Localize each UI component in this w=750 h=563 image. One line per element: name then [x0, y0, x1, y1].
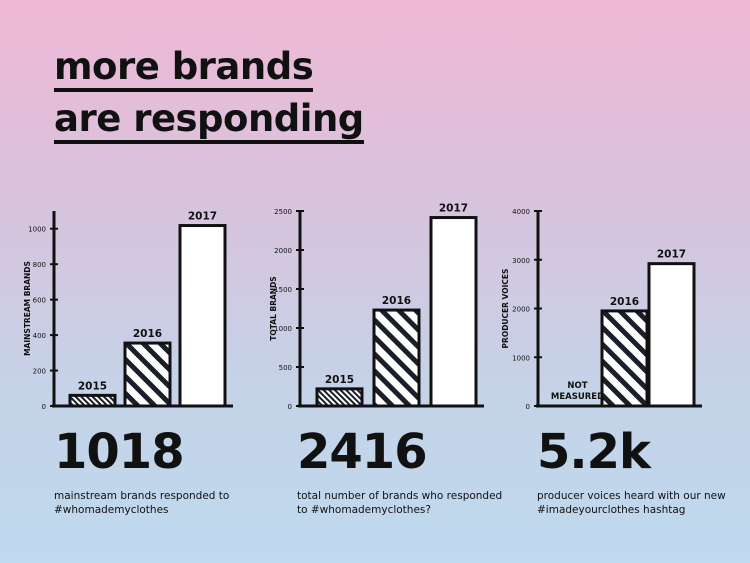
bar-2016	[600, 309, 649, 408]
y-tick-label: 1000	[512, 354, 530, 362]
caption-total-brands: total number of brands who responded to …	[297, 490, 503, 516]
bar-2016	[372, 308, 421, 408]
bar-2015	[68, 393, 117, 408]
bar-label-2016: 2016	[382, 295, 411, 307]
bar-label-2017: 2017	[439, 203, 468, 215]
bar-2017	[429, 216, 478, 408]
stat-producer-voices: 5.2k	[537, 424, 651, 480]
stat-total-brands: 2416	[297, 424, 428, 480]
stat-mainstream-brands: 1018	[54, 424, 185, 480]
y-tick-label: 3000	[512, 257, 530, 265]
y-tick-label: 2000	[512, 306, 530, 314]
y-axis-label: MAINSTREAM BRANDS	[23, 261, 32, 356]
y-tick-label: 4000	[512, 208, 530, 216]
title-line-2: are responding	[54, 98, 364, 144]
y-tick-label: 1500	[274, 286, 292, 294]
page-title: more brands are responding	[54, 46, 364, 150]
bar-2017	[178, 224, 227, 408]
bar-label-2016: 2016	[133, 328, 162, 340]
y-tick-label: 200	[33, 368, 46, 376]
y-tick-label: 1000	[274, 325, 292, 333]
y-tick-label: 1000	[28, 226, 46, 234]
bar-label-2016: 2016	[610, 296, 639, 308]
bar-label-2015: 2015	[78, 380, 107, 392]
bar-2016	[123, 341, 172, 408]
bar-label-not-measured: NOT	[567, 381, 587, 391]
title-line-1: more brands	[54, 46, 314, 92]
bar-2015	[315, 387, 364, 408]
bar-label-2017: 2017	[188, 211, 217, 223]
y-tick-label: 600	[33, 297, 46, 305]
bar-label-not-measured: MEASURED	[551, 392, 604, 402]
y-tick-label: 400	[33, 332, 46, 340]
y-tick-label: 0	[526, 403, 530, 411]
caption-producer-voices: producer voices heard with our new #imad…	[537, 490, 726, 516]
y-axis-label: PRODUCER VOICES	[501, 269, 510, 349]
y-tick-label: 500	[279, 364, 292, 372]
bar-label-2015: 2015	[325, 374, 354, 386]
caption-mainstream-brands: mainstream brands responded to #whomadem…	[54, 490, 230, 516]
y-tick-label: 800	[33, 261, 46, 269]
bar-2017	[647, 262, 696, 408]
y-tick-label: 2500	[274, 208, 292, 216]
y-tick-label: 0	[42, 403, 46, 411]
y-tick-label: 0	[288, 403, 292, 411]
y-axis-label: TOTAL BRANDS	[269, 276, 278, 340]
y-tick-label: 2000	[274, 247, 292, 255]
bar-label-2017: 2017	[657, 249, 686, 261]
